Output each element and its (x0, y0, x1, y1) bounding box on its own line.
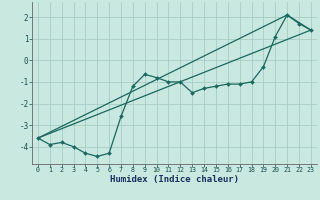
X-axis label: Humidex (Indice chaleur): Humidex (Indice chaleur) (110, 175, 239, 184)
